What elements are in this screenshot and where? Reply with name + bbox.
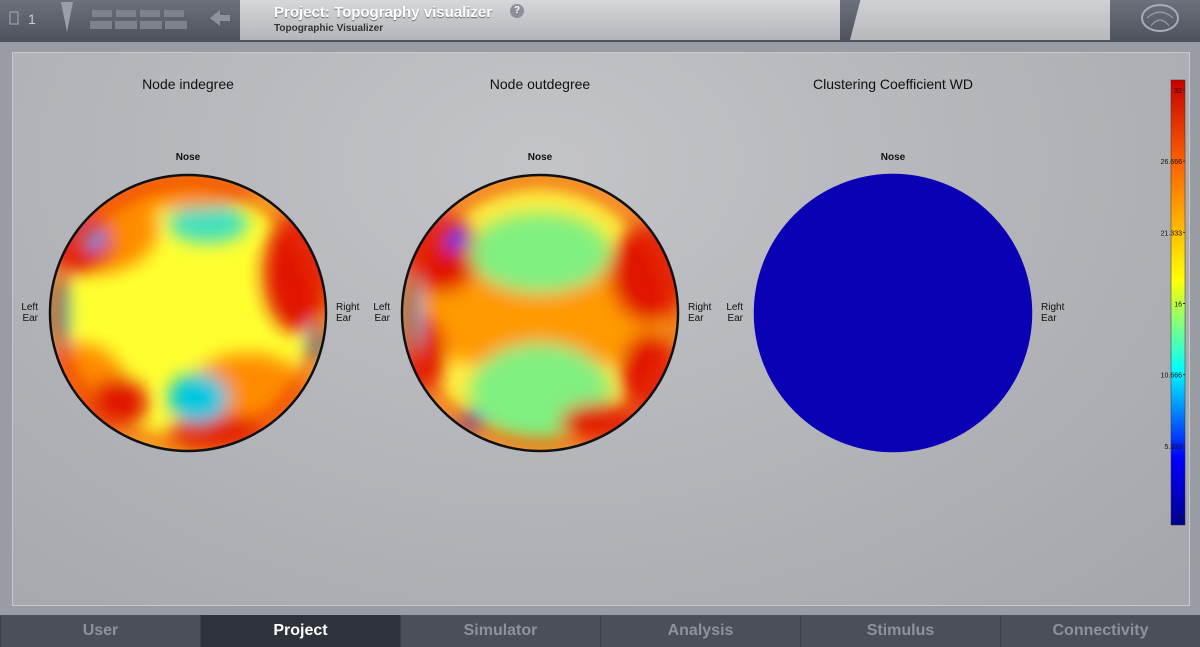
right-ear-label: Right [336,302,360,313]
colorbar-tick-label: 10.666 [1161,373,1183,380]
right-ear-label: Ear [336,313,352,324]
map-region [445,226,465,250]
page-number: 1 [28,11,36,27]
nav-tab[interactable]: Project [200,615,400,647]
nose-label: Nose [528,152,553,163]
top-bar: 1 Project: Topography visualizer ? Topog… [0,0,1200,42]
map-outline [753,173,1033,453]
left-ear-label: Left [726,302,743,313]
right-ear-label: Right [688,302,712,313]
colorbar-tick-label: 32 [1174,88,1182,95]
nav-tab[interactable]: User [0,615,200,647]
right-ear-label: Right [1041,302,1065,313]
nose-label: Nose [176,152,201,163]
left-ear-label: Ear [727,313,743,324]
nav-tab[interactable]: Connectivity [1000,615,1200,647]
left-ear-label: Ear [22,313,38,324]
map-outline [400,173,680,453]
map-region [168,373,228,423]
colorbar-tick-label: 16 [1174,302,1182,309]
colorbar-tick-label: 26.666 [1161,159,1183,166]
left-ear-label: Left [373,302,390,313]
plot-title: Clustering Coefficient WD [813,76,973,92]
map-region [410,253,670,373]
help-button[interactable]: ? [510,4,524,18]
doc-icon [9,11,19,25]
left-ear-label: Ear [374,313,390,324]
map-edge [50,175,326,451]
colorbar-tick-label: 0 [1178,515,1182,522]
topo-map [755,175,1031,451]
colorbar-tick-label: 21.333 [1161,230,1183,237]
nav-tab[interactable]: Simulator [400,615,600,647]
toolbar: 1 [9,2,230,32]
back-button[interactable] [210,10,230,26]
bottom-nav: User Project Simulator Analysis Stimulus Conn… [0,615,1200,647]
plot-title: Node outdegree [490,76,591,92]
search-box[interactable] [850,0,1110,40]
colorbar-tick-label: 5.333 [1164,444,1182,451]
dropdown-icon[interactable] [61,2,73,32]
project-subtitle: Topographic Visualizer [274,23,384,34]
map-base [755,175,1031,451]
map-outline [48,173,328,453]
project-title: Project: Topography visualizer [274,4,493,21]
plot-title: Node indegree [142,76,234,92]
right-ear-label: Ear [1041,313,1057,324]
brain-logo [1141,4,1179,32]
title-box: Project: Topography visualizer ? Topogra… [240,0,840,40]
colorbar [1170,79,1186,526]
nav-tab[interactable]: Analysis [600,615,800,647]
view-switch[interactable] [90,10,187,29]
nose-label: Nose [881,152,906,163]
right-ear-label: Ear [688,313,704,324]
nav-tab[interactable]: Stimulus [800,615,1000,647]
topo-map [402,175,678,451]
left-ear-label: Left [21,302,38,313]
map-region [470,213,610,293]
map-region [168,203,248,243]
map-edge [402,175,678,451]
